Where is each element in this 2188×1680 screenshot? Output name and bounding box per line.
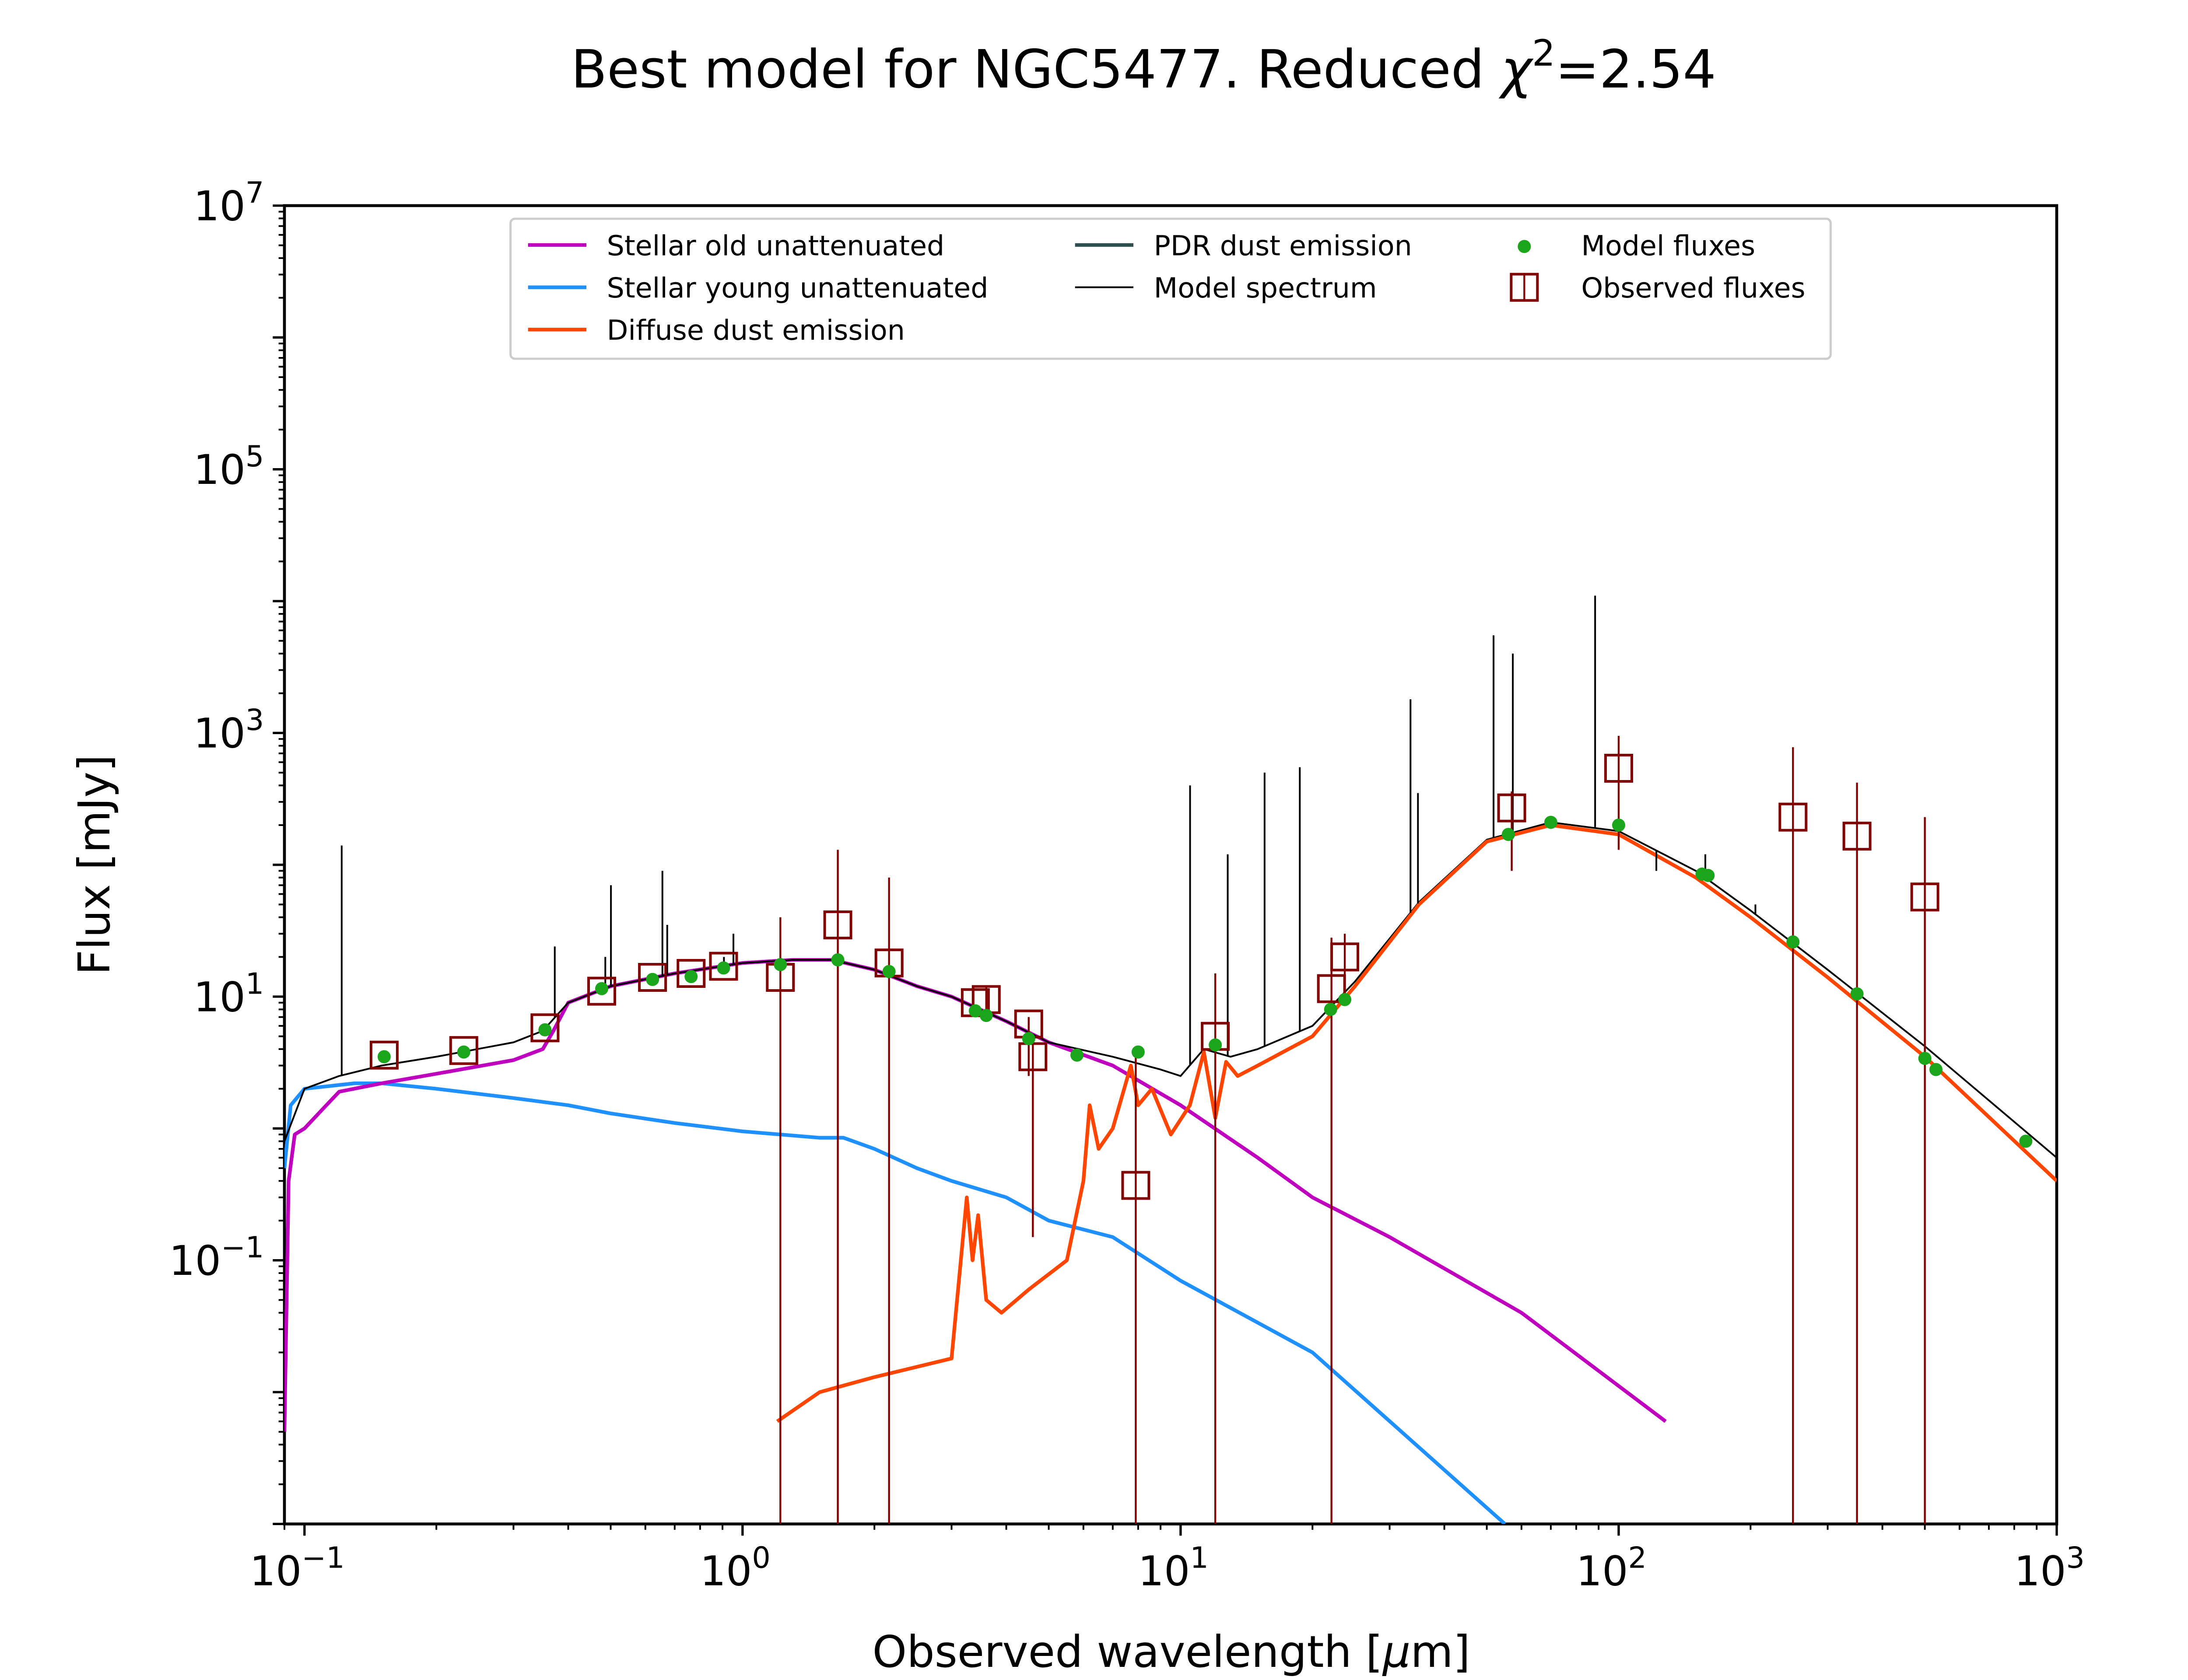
observed-flux-marker bbox=[530, 1013, 560, 1043]
y-tick-label: 105 bbox=[193, 439, 264, 494]
model-flux-marker bbox=[1544, 816, 1557, 829]
series-stellar-young bbox=[284, 1081, 1506, 1524]
observed-flux-marker bbox=[449, 1036, 478, 1065]
model-flux-marker bbox=[377, 1050, 391, 1064]
observed-flux-marker bbox=[1842, 822, 1872, 851]
x-tick-label: 100 bbox=[700, 1540, 771, 1595]
y-tick-label: 103 bbox=[193, 703, 264, 758]
y-tick-label: 107 bbox=[193, 175, 264, 230]
model-flux-marker bbox=[1131, 1045, 1145, 1059]
observed-flux-marker bbox=[1121, 1171, 1150, 1200]
x-tick-label: 102 bbox=[1576, 1540, 1647, 1595]
model-flux-marker bbox=[457, 1045, 470, 1059]
model-flux-marker bbox=[882, 965, 896, 978]
x-tick-label: 10−1 bbox=[250, 1540, 345, 1595]
legend: Stellar old unattenuated PDR dust emissio… bbox=[509, 217, 1832, 360]
model-flux-marker bbox=[1338, 993, 1352, 1006]
model-flux-marker bbox=[1070, 1048, 1084, 1062]
legend-label: Observed fluxes bbox=[1581, 272, 1805, 304]
model-flux-marker bbox=[1612, 818, 1625, 832]
observed-flux-marker bbox=[709, 952, 738, 981]
x-axis: 10−1 100 101 102 103 bbox=[250, 1524, 2085, 1595]
observed-flux-marker bbox=[1778, 802, 1808, 832]
model-flux-marker bbox=[1501, 828, 1515, 841]
legend-label: Stellar young unattenuated bbox=[607, 272, 989, 304]
x-axis-label: Observed wavelength [μm] bbox=[873, 1626, 1470, 1677]
y-tick-label: 10−1 bbox=[169, 1230, 264, 1285]
model-flux-marker bbox=[684, 970, 698, 984]
y-axis-label: Flux [mJy] bbox=[69, 755, 120, 975]
model-flux-marker bbox=[1701, 869, 1715, 882]
model-flux-marker bbox=[979, 1008, 993, 1022]
x-tick-label: 101 bbox=[1138, 1540, 1209, 1595]
model-flux-marker bbox=[1850, 987, 1864, 1001]
model-flux-marker bbox=[968, 1004, 982, 1018]
model-flux-marker bbox=[1209, 1038, 1222, 1052]
observed-flux-marker bbox=[587, 976, 617, 1006]
model-flux-marker bbox=[1022, 1032, 1035, 1046]
plot-frame bbox=[283, 204, 2058, 1526]
model-flux-marker bbox=[2019, 1134, 2033, 1148]
x-tick-label: 103 bbox=[2014, 1540, 2085, 1595]
series-diffuse-dust bbox=[776, 823, 2057, 1423]
model-flux-marker bbox=[646, 973, 659, 986]
observed-flux-marker bbox=[823, 910, 852, 940]
y-axis: 10−1 101 103 105 107 bbox=[169, 175, 284, 1525]
plot-area bbox=[284, 595, 2057, 1524]
observed-flux-marker bbox=[638, 962, 667, 992]
series-stellar-old bbox=[284, 958, 1667, 1432]
model-flux-marker bbox=[774, 958, 787, 971]
y-tick-label: 101 bbox=[193, 966, 264, 1021]
model-flux-marker bbox=[1929, 1063, 1943, 1076]
model-flux-marker bbox=[831, 953, 845, 967]
observed-flux-marker bbox=[1330, 942, 1360, 972]
series-model-spectrum bbox=[284, 821, 2057, 1158]
legend-label: PDR dust emission bbox=[1154, 229, 1412, 262]
legend-label: Model fluxes bbox=[1581, 229, 1755, 262]
chart-title: Best model for NGC5477. Reduced χ2=2.54 bbox=[571, 32, 1716, 100]
model-flux-marker bbox=[1918, 1052, 1932, 1065]
model-flux-marker bbox=[538, 1023, 552, 1036]
legend-box bbox=[509, 217, 1832, 360]
model-flux-marker bbox=[1324, 1003, 1337, 1016]
observed-flux-marker bbox=[1910, 882, 1939, 912]
legend-swatch-model-fluxes bbox=[1518, 240, 1531, 253]
observed-flux-marker bbox=[677, 959, 706, 988]
model-flux-marker bbox=[717, 961, 730, 975]
observed-flux-marker bbox=[1604, 753, 1633, 783]
legend-label: Diffuse dust emission bbox=[607, 314, 905, 346]
observed-flux-marker bbox=[369, 1040, 399, 1070]
model-flux-marker bbox=[595, 982, 609, 995]
legend-label: Stellar old unattenuated bbox=[607, 229, 945, 262]
observed-flux-marker bbox=[1497, 793, 1526, 822]
legend-label: Model spectrum bbox=[1154, 272, 1377, 304]
model-flux-marker bbox=[1786, 935, 1800, 948]
